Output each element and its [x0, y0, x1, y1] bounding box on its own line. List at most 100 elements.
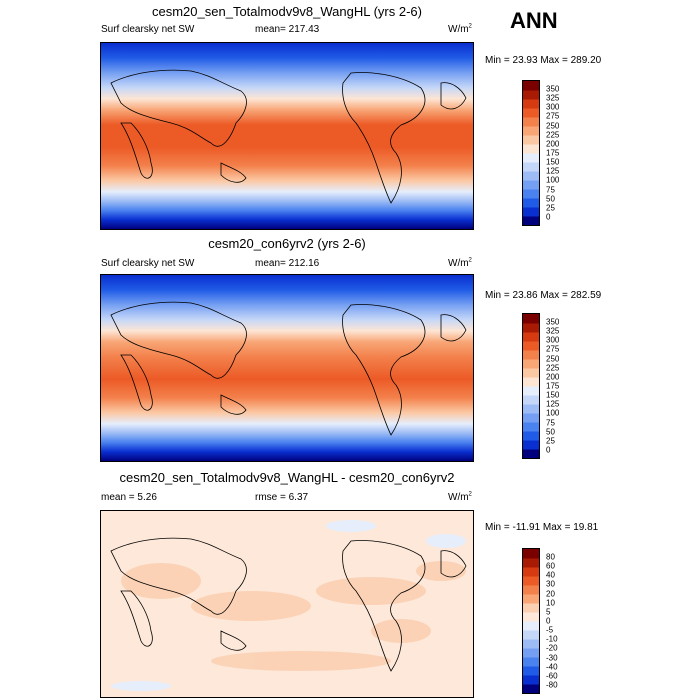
- colorbar-swatch: [523, 630, 539, 640]
- colorbar-swatch: [523, 558, 539, 568]
- colorbar-swatch: [523, 359, 539, 369]
- panel3-colorbar: [522, 548, 540, 694]
- colorbar-swatch: [523, 404, 539, 414]
- colorbar-swatch: [523, 99, 539, 109]
- colorbar-swatch: [523, 144, 539, 154]
- colorbar-swatch: [523, 675, 539, 685]
- colorbar-swatch: [523, 621, 539, 631]
- colorbar-swatch: [523, 386, 539, 396]
- panel1-tick: 300: [546, 102, 560, 112]
- colorbar-swatch: [523, 648, 539, 658]
- panel2-mean: mean= 212.16: [255, 258, 319, 269]
- panel2-title: cesm20_con6yrv2 (yrs 2-6): [208, 236, 366, 251]
- panel1-mean: mean= 217.43: [255, 24, 319, 35]
- colorbar-swatch: [523, 422, 539, 432]
- panel1-tick: 75: [546, 185, 555, 195]
- panel1-units: W/m2: [448, 24, 472, 35]
- colorbar-swatch: [523, 207, 539, 217]
- panel2-minmax: Min = 23.86 Max = 282.59: [485, 290, 602, 301]
- colorbar-swatch: [523, 323, 539, 333]
- panel1-title: cesm20_sen_Totalmodv9v8_WangHL (yrs 2-6): [152, 4, 422, 19]
- colorbar-swatch: [523, 135, 539, 145]
- panel1-tick: 275: [546, 111, 560, 121]
- colorbar-swatch: [523, 639, 539, 649]
- panel1-tick: 175: [546, 148, 560, 158]
- panel3-tick: 60: [546, 561, 555, 571]
- colorbar-swatch: [523, 576, 539, 586]
- colorbar-swatch: [523, 171, 539, 181]
- panel2-tick: 75: [546, 418, 555, 428]
- panel2-tick: 50: [546, 427, 555, 437]
- panel3-tick: 20: [546, 589, 555, 599]
- colorbar-swatch: [523, 395, 539, 405]
- panel3-tick: 30: [546, 579, 555, 589]
- panel3-rmse-label: rmse =: [255, 492, 286, 503]
- panel2-colorbar-swatches: [523, 314, 539, 458]
- panel2-tick: 250: [546, 354, 560, 364]
- season-label: ANN: [510, 8, 558, 33]
- colorbar-swatch: [523, 350, 539, 360]
- colorbar-swatch: [523, 81, 539, 91]
- panel1-map: [100, 42, 474, 230]
- panel2-units-exp: 2: [468, 257, 472, 264]
- colorbar-swatch: [523, 108, 539, 118]
- panel1-tick: 25: [546, 203, 555, 213]
- panel2-tick: 275: [546, 344, 560, 354]
- panel2-field-label: Surf clearsky net SW: [101, 258, 195, 269]
- colorbar-swatch: [523, 657, 539, 667]
- panel2-tick: 200: [546, 372, 560, 382]
- panel3-tick: 5: [546, 607, 551, 617]
- colorbar-swatch: [523, 440, 539, 450]
- panel1-tick: 200: [546, 139, 560, 149]
- panel2-tick: 350: [546, 317, 560, 327]
- colorbar-swatch: [523, 198, 539, 208]
- colorbar-swatch: [523, 314, 539, 324]
- colorbar-swatch: [523, 567, 539, 577]
- panel2-tick: 325: [546, 326, 560, 336]
- colorbar-swatch: [523, 684, 539, 693]
- panel1-tick: 125: [546, 166, 560, 176]
- panel2-tick: 150: [546, 390, 560, 400]
- panel1-tick: 325: [546, 93, 560, 103]
- colorbar-swatch: [523, 216, 539, 225]
- colorbar-swatch: [523, 90, 539, 100]
- panel1-field-label: Surf clearsky net SW: [101, 24, 195, 35]
- panel3-mean-label: mean =: [101, 492, 135, 503]
- panel3-mean-value: 5.26: [137, 492, 157, 503]
- panel2-tick: 0: [546, 445, 551, 455]
- panel2-tick: 300: [546, 335, 560, 345]
- colorbar-swatch: [523, 603, 539, 613]
- panel1-tick: 50: [546, 194, 555, 204]
- colorbar-swatch: [523, 180, 539, 190]
- panel3-units-text: W/m: [448, 492, 469, 503]
- panel2-units-text: W/m: [448, 258, 469, 269]
- panel1-tick: 0: [546, 212, 551, 222]
- panel3-units: W/m2: [448, 492, 472, 503]
- colorbar-swatch: [523, 126, 539, 136]
- panel3-cool-patches: [111, 520, 466, 691]
- panel3-tick: 0: [546, 616, 551, 626]
- panel1-tick: 100: [546, 175, 560, 185]
- panel2-tick: 175: [546, 381, 560, 391]
- panel2-tick: 25: [546, 436, 555, 446]
- colorbar-swatch: [523, 549, 539, 559]
- panel2-tick: 100: [546, 408, 560, 418]
- panel1-colorbar: [522, 80, 540, 226]
- panel3-tick: -5: [546, 625, 554, 635]
- colorbar-swatch: [523, 368, 539, 378]
- panel1-coastlines: [110, 69, 467, 204]
- panel2-map: [100, 274, 474, 462]
- panel2-mean-value: 212.16: [288, 258, 320, 269]
- panel1-minmax: Min = 23.93 Max = 289.20: [485, 55, 602, 66]
- panel3-coastlines: [110, 537, 467, 672]
- panel2-tick: 225: [546, 363, 560, 373]
- panel3-tick: 40: [546, 570, 555, 580]
- panel1-tick: 350: [546, 84, 560, 94]
- colorbar-swatch: [523, 594, 539, 604]
- panel1-tick: 225: [546, 130, 560, 140]
- colorbar-swatch: [523, 585, 539, 595]
- panel3-map: [100, 510, 474, 698]
- colorbar-swatch: [523, 162, 539, 172]
- colorbar-swatch: [523, 449, 539, 458]
- panel3-tick: -10: [546, 634, 558, 644]
